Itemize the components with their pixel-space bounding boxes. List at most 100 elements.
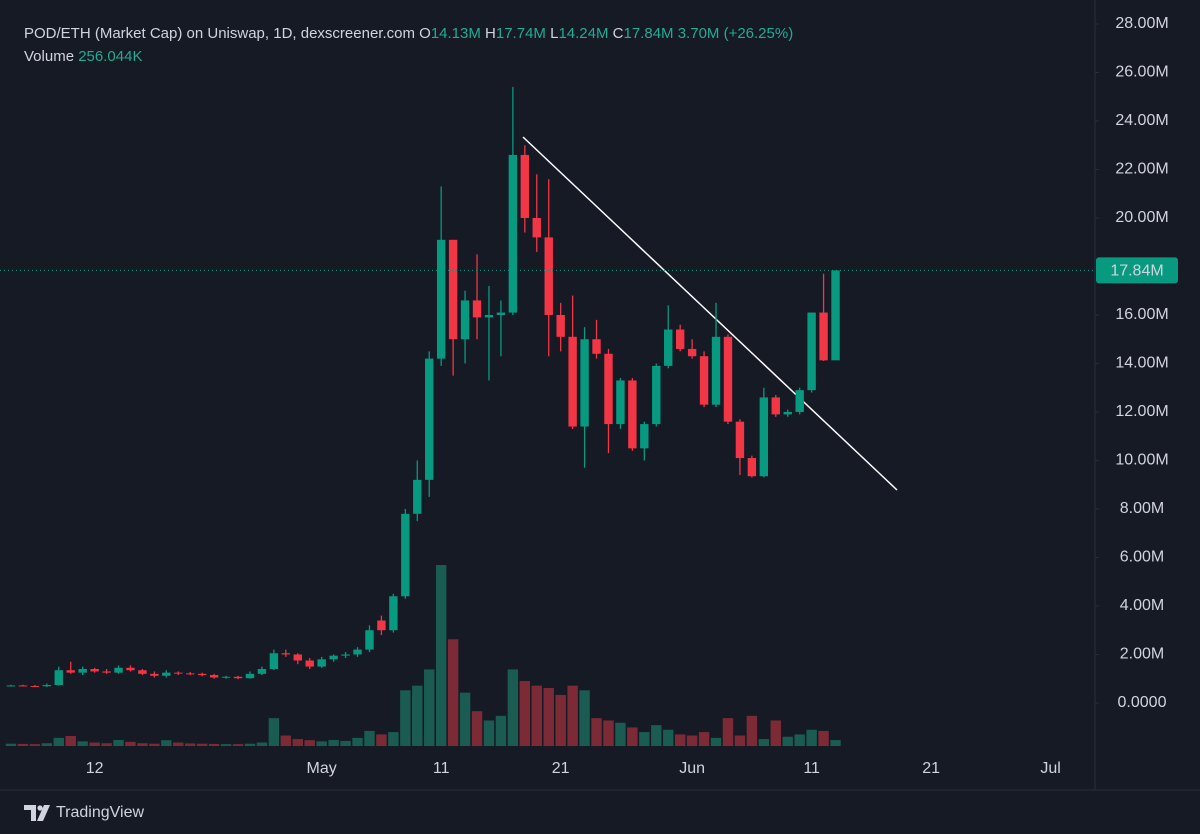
candle-body [174, 672, 183, 674]
volume-bar [220, 744, 232, 746]
candle-body [687, 348, 697, 357]
y-tick-label: 4.00M [1120, 597, 1164, 614]
volume-bar [232, 744, 244, 746]
volume-bar [208, 743, 220, 746]
volume-bar [471, 711, 483, 746]
value: 14.24M [558, 25, 609, 42]
candle-body [90, 669, 99, 672]
volume-bar [770, 720, 781, 746]
x-tick-label: 12 [86, 760, 104, 777]
y-tick-label: 22.00M [1115, 161, 1168, 178]
x-tick-label: 11 [433, 760, 450, 777]
candle-body [209, 675, 219, 678]
key: Volume [24, 48, 75, 65]
last-price-label: 17.84M [1110, 263, 1163, 280]
volume-bar [746, 715, 758, 746]
high: H17.74M [485, 25, 546, 42]
volume-bar [674, 734, 686, 746]
candle-body [365, 630, 374, 650]
candle-body [807, 312, 816, 391]
y-tick-label: 26.00M [1115, 64, 1168, 81]
volume-bar [89, 742, 100, 746]
volume-bar [352, 737, 363, 746]
volume-bar [400, 690, 411, 746]
volume-bar [639, 732, 650, 746]
volume-bar [65, 736, 76, 746]
candle-body [293, 654, 302, 661]
candle-body [711, 336, 721, 405]
volume-bar [567, 685, 578, 746]
candle-body [448, 239, 458, 340]
candle-body [580, 339, 589, 427]
candle-body [496, 312, 506, 315]
candle-body [138, 670, 147, 674]
volume-bar [340, 740, 351, 746]
candle-body [30, 685, 40, 687]
candle-body [281, 653, 291, 655]
candle-body [723, 336, 733, 422]
volume-bar [806, 729, 817, 746]
candle-body [413, 479, 422, 514]
volume-bar [388, 732, 399, 746]
x-tick-label: 21 [922, 760, 940, 777]
y-tick-label: 8.00M [1120, 500, 1164, 517]
legend: POD/ETH (Market Cap) on Uniswap, 1D, dex… [24, 22, 793, 68]
volume-bar [41, 743, 53, 746]
volume-bar [483, 720, 495, 746]
candle-body [42, 685, 52, 687]
candle-body [592, 339, 601, 354]
candle-body [389, 596, 398, 631]
x-tick-label: Jun [679, 760, 705, 777]
candle-body [568, 336, 577, 427]
volume-bar [149, 743, 160, 746]
x-tick-label: May [307, 760, 337, 777]
volume-bar [196, 743, 208, 746]
volume-bar [412, 685, 423, 746]
y-tick-label: 16.00M [1115, 306, 1168, 323]
candle-body [197, 673, 207, 676]
value: 14.13M [430, 25, 481, 42]
candle-body [162, 672, 171, 676]
volume-bar [627, 727, 638, 746]
volume-bar [686, 735, 698, 746]
candle-body [18, 685, 28, 687]
volume-bar [818, 730, 829, 746]
volume-bar [244, 743, 256, 746]
volume-bar [173, 742, 184, 746]
candle-body [353, 649, 362, 655]
candle-body [66, 670, 75, 673]
candle-body [425, 358, 434, 480]
value: 17.74M [495, 25, 546, 42]
volume-bar [5, 743, 17, 746]
candle-body [675, 329, 685, 349]
volume-bar [531, 685, 542, 746]
candle-body [652, 365, 661, 425]
candle-body [269, 653, 279, 670]
candle-body [747, 458, 757, 477]
volume-bar [722, 718, 734, 746]
key: O [419, 25, 431, 42]
volume-bar [185, 743, 196, 746]
y-tick-label: 2.00M [1120, 646, 1164, 663]
volume-bar [435, 565, 447, 746]
volume-bar [782, 736, 793, 746]
candle-body [783, 411, 792, 415]
volume-bar [519, 681, 531, 746]
volume-bar [424, 669, 435, 746]
volume-bar [256, 742, 268, 746]
candle-body [484, 314, 494, 318]
volume-bar [495, 715, 507, 746]
change: 3.70M (+26.25%) [677, 25, 794, 42]
candle-body [186, 673, 195, 675]
candle-body [472, 300, 482, 318]
volume-bar [113, 739, 124, 746]
close: C17.84M [613, 25, 674, 42]
volume-bar [53, 737, 64, 746]
volume-bar [17, 743, 29, 746]
symbol: POD/ETH (Market Cap) on Uniswap, 1D, dex… [24, 25, 415, 42]
key: H [485, 25, 496, 42]
y-tick-label: 10.00M [1115, 452, 1168, 469]
candle-body [460, 300, 470, 340]
volume-bar [555, 694, 566, 746]
